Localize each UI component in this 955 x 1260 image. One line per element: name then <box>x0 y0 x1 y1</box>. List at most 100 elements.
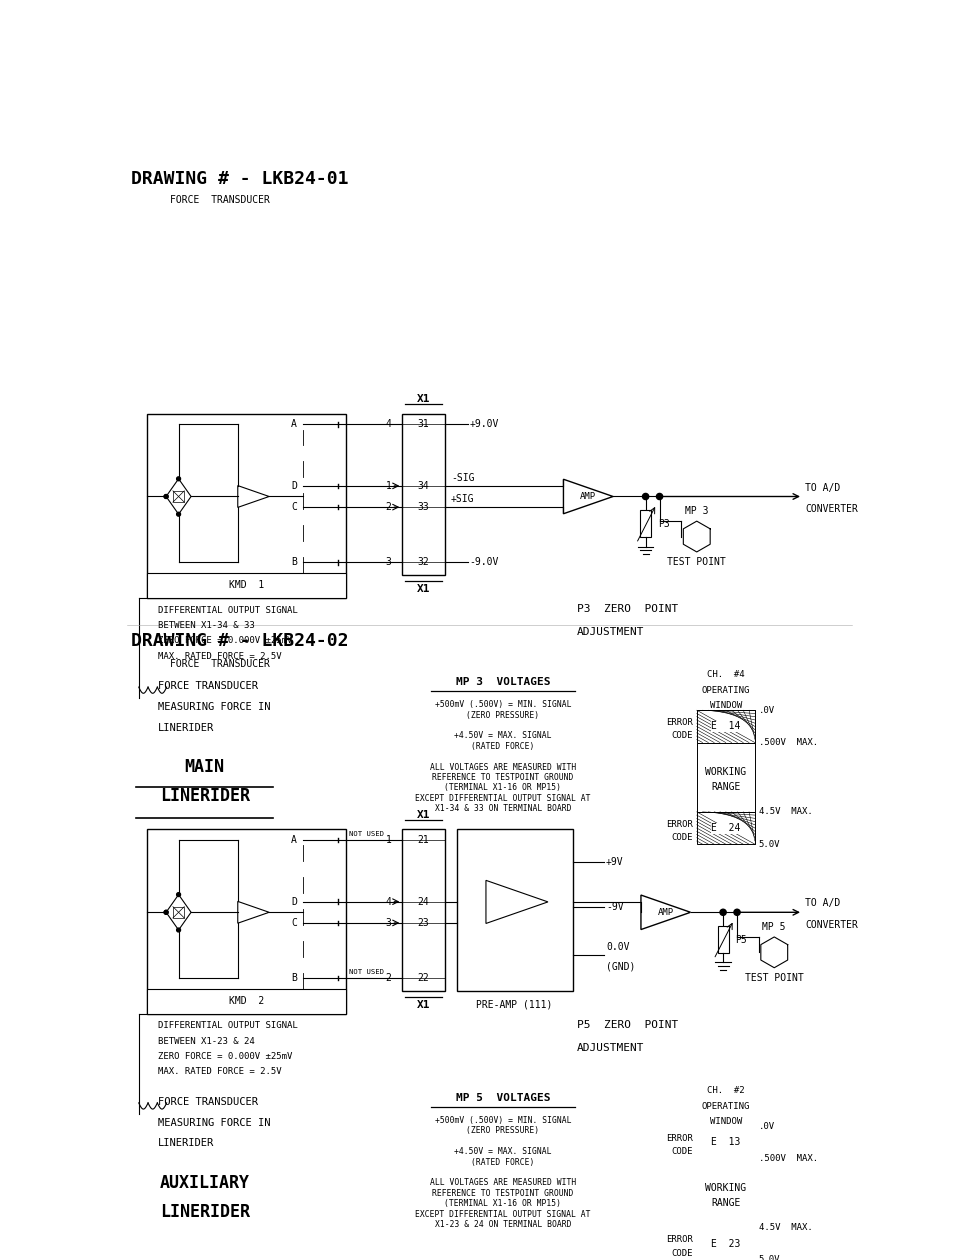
Text: 21: 21 <box>417 835 430 845</box>
Text: +9.0V: +9.0V <box>470 420 499 430</box>
Text: ADJUSTMENT: ADJUSTMENT <box>577 1043 644 1053</box>
Text: DIFFERENTIAL OUTPUT SIGNAL: DIFFERENTIAL OUTPUT SIGNAL <box>159 1022 298 1031</box>
Circle shape <box>720 910 726 915</box>
Bar <box>697 711 754 742</box>
Bar <box>402 413 445 575</box>
Text: +500mV (.500V) = MIN. SIGNAL
(ZERO PRESSURE)

+4.50V = MAX. SIGNAL
(RATED FORCE): +500mV (.500V) = MIN. SIGNAL (ZERO PRESS… <box>415 1116 591 1228</box>
Text: ADJUSTMENT: ADJUSTMENT <box>577 627 644 638</box>
Text: CONVERTER: CONVERTER <box>805 504 859 514</box>
Text: 1: 1 <box>386 481 392 491</box>
Text: OPERATING: OPERATING <box>702 685 750 694</box>
Polygon shape <box>238 485 269 508</box>
Text: X1: X1 <box>416 394 431 404</box>
Text: X1: X1 <box>416 999 431 1009</box>
Text: FORCE  TRANSDUCER: FORCE TRANSDUCER <box>170 659 269 669</box>
Text: C: C <box>291 919 297 927</box>
Text: MAIN: MAIN <box>184 759 224 776</box>
Text: FORCE TRANSDUCER: FORCE TRANSDUCER <box>159 1096 258 1106</box>
Text: PRE-AMP (111): PRE-AMP (111) <box>477 999 553 1009</box>
Circle shape <box>164 911 168 915</box>
Text: D: D <box>291 481 297 491</box>
Text: .500V  MAX.: .500V MAX. <box>759 738 817 747</box>
Bar <box>173 491 184 503</box>
Text: -9V: -9V <box>606 902 624 912</box>
Text: TEST POINT: TEST POINT <box>745 973 803 983</box>
Text: CODE: CODE <box>671 731 693 740</box>
Circle shape <box>164 495 168 499</box>
Text: MP 5: MP 5 <box>762 921 786 931</box>
Bar <box>173 907 184 919</box>
Text: WINDOW: WINDOW <box>710 1118 742 1126</box>
Text: KMD  1: KMD 1 <box>228 581 264 591</box>
Text: CODE: CODE <box>671 1147 693 1155</box>
Text: 22: 22 <box>417 973 430 983</box>
Text: X1: X1 <box>416 583 431 593</box>
Text: WORKING: WORKING <box>705 1183 747 1193</box>
Polygon shape <box>486 881 548 924</box>
Text: AMP: AMP <box>581 491 596 501</box>
Text: +9V: +9V <box>606 857 624 867</box>
Text: CH.  #4: CH. #4 <box>707 670 745 679</box>
Text: FORCE TRANSDUCER: FORCE TRANSDUCER <box>159 680 258 690</box>
Text: NOT USED: NOT USED <box>350 969 384 975</box>
Text: DRAWING # - LKB24-01: DRAWING # - LKB24-01 <box>131 170 349 189</box>
Text: 34: 34 <box>417 481 430 491</box>
Text: A: A <box>291 835 297 845</box>
Text: P3: P3 <box>658 519 669 529</box>
Text: +SIG: +SIG <box>451 494 475 504</box>
Text: -SIG: -SIG <box>451 472 475 483</box>
Text: ERROR: ERROR <box>666 1236 693 1245</box>
Polygon shape <box>166 895 191 930</box>
Bar <box>697 1126 754 1158</box>
Text: 5.0V: 5.0V <box>759 1255 780 1260</box>
Text: CODE: CODE <box>671 1249 693 1257</box>
Text: 2: 2 <box>386 503 392 512</box>
Text: TO A/D: TO A/D <box>805 483 840 493</box>
Bar <box>146 829 346 1013</box>
Text: ERROR: ERROR <box>666 718 693 727</box>
Text: A: A <box>291 420 297 430</box>
Text: P5: P5 <box>735 935 747 945</box>
Text: MAX. RATED FORCE = 2.5V: MAX. RATED FORCE = 2.5V <box>159 651 282 660</box>
Text: D: D <box>291 897 297 907</box>
Text: BETWEEN X1-23 & 24: BETWEEN X1-23 & 24 <box>159 1037 255 1046</box>
Bar <box>697 811 754 844</box>
Text: E  14: E 14 <box>711 722 740 731</box>
Text: WINDOW: WINDOW <box>710 702 742 711</box>
Bar <box>146 413 346 597</box>
Text: 0.0V: 0.0V <box>606 942 629 953</box>
Text: ERROR: ERROR <box>666 1134 693 1143</box>
Text: BETWEEN X1-34 & 33: BETWEEN X1-34 & 33 <box>159 621 255 630</box>
Text: 1: 1 <box>386 835 392 845</box>
Text: ZERO FORCE = 0.000V ±25mV: ZERO FORCE = 0.000V ±25mV <box>159 636 292 645</box>
Text: DRAWING # - LKB24-02: DRAWING # - LKB24-02 <box>131 633 349 650</box>
Text: 33: 33 <box>417 503 430 512</box>
Bar <box>146 989 346 1013</box>
Circle shape <box>656 494 663 499</box>
Text: MP 3: MP 3 <box>685 505 709 515</box>
Text: 4: 4 <box>386 897 392 907</box>
Polygon shape <box>641 895 690 930</box>
Text: CODE: CODE <box>671 833 693 842</box>
Text: -9.0V: -9.0V <box>470 557 499 567</box>
Text: 31: 31 <box>417 420 430 430</box>
Text: MP 3  VOLTAGES: MP 3 VOLTAGES <box>456 677 550 687</box>
Bar <box>640 510 651 537</box>
Bar <box>697 1158 754 1227</box>
Text: LINERIDER: LINERIDER <box>159 1203 249 1221</box>
Text: 23: 23 <box>417 919 430 927</box>
Text: CONVERTER: CONVERTER <box>805 920 859 930</box>
Text: MEASURING FORCE IN: MEASURING FORCE IN <box>159 1118 270 1128</box>
Bar <box>402 829 445 990</box>
Text: 24: 24 <box>417 897 430 907</box>
Text: MP 5  VOLTAGES: MP 5 VOLTAGES <box>456 1092 550 1102</box>
Text: X1: X1 <box>416 810 431 820</box>
Text: .0V: .0V <box>759 1121 775 1130</box>
Text: LINERIDER: LINERIDER <box>159 1138 214 1148</box>
Circle shape <box>643 494 648 499</box>
Polygon shape <box>166 479 191 514</box>
Text: 3: 3 <box>386 557 392 567</box>
Text: FORCE  TRANSDUCER: FORCE TRANSDUCER <box>170 195 269 205</box>
Text: TEST POINT: TEST POINT <box>668 557 726 567</box>
Text: 4.5V  MAX.: 4.5V MAX. <box>759 1223 813 1232</box>
